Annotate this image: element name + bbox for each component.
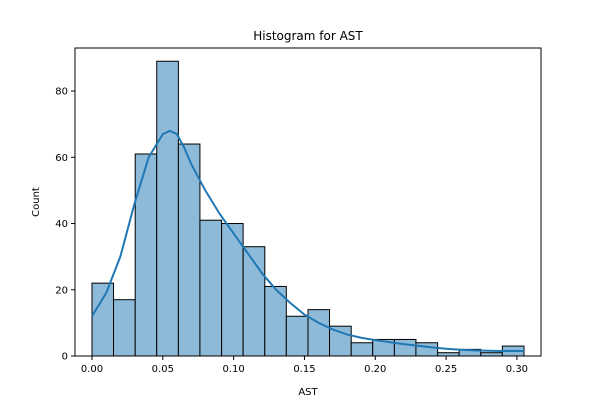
y-tick-label: 40 [55,219,68,230]
y-tick-label: 60 [55,153,68,164]
y-tick-label: 80 [55,87,68,98]
y-axis: 0 20 40 60 80 [55,87,75,363]
y-tick-label: 0 [62,352,68,363]
x-axis-label: AST [298,387,318,398]
x-tick-label: 0.25 [435,364,457,375]
histogram-bar [329,325,352,357]
histogram-bar [199,219,223,357]
x-tick-label: 0.10 [223,364,245,375]
y-axis-label: Count [31,187,42,217]
histogram-bar [415,342,439,357]
x-tick-label: 0.15 [293,364,315,375]
x-tick-label: 0.05 [152,364,174,375]
histogram-bar [285,315,309,357]
y-tick-label: 20 [55,285,68,296]
x-axis: 0.00 0.05 0.10 0.15 0.20 0.25 0.30 [81,356,528,375]
chart-title: Histogram for AST [253,29,363,43]
x-tick-label: 0.00 [81,364,103,375]
x-tick-label: 0.30 [506,364,528,375]
x-tick-label: 0.20 [364,364,386,375]
histogram-bar [393,338,417,357]
kde-curve [91,129,524,353]
histogram-bars [91,60,525,357]
histogram-bar [156,60,179,357]
histogram-bar [350,342,374,357]
plot-frame [74,47,542,357]
histogram-bar [113,299,136,357]
histogram-bar [91,282,115,357]
histogram-bar [307,309,331,357]
histogram-bar [134,153,158,357]
